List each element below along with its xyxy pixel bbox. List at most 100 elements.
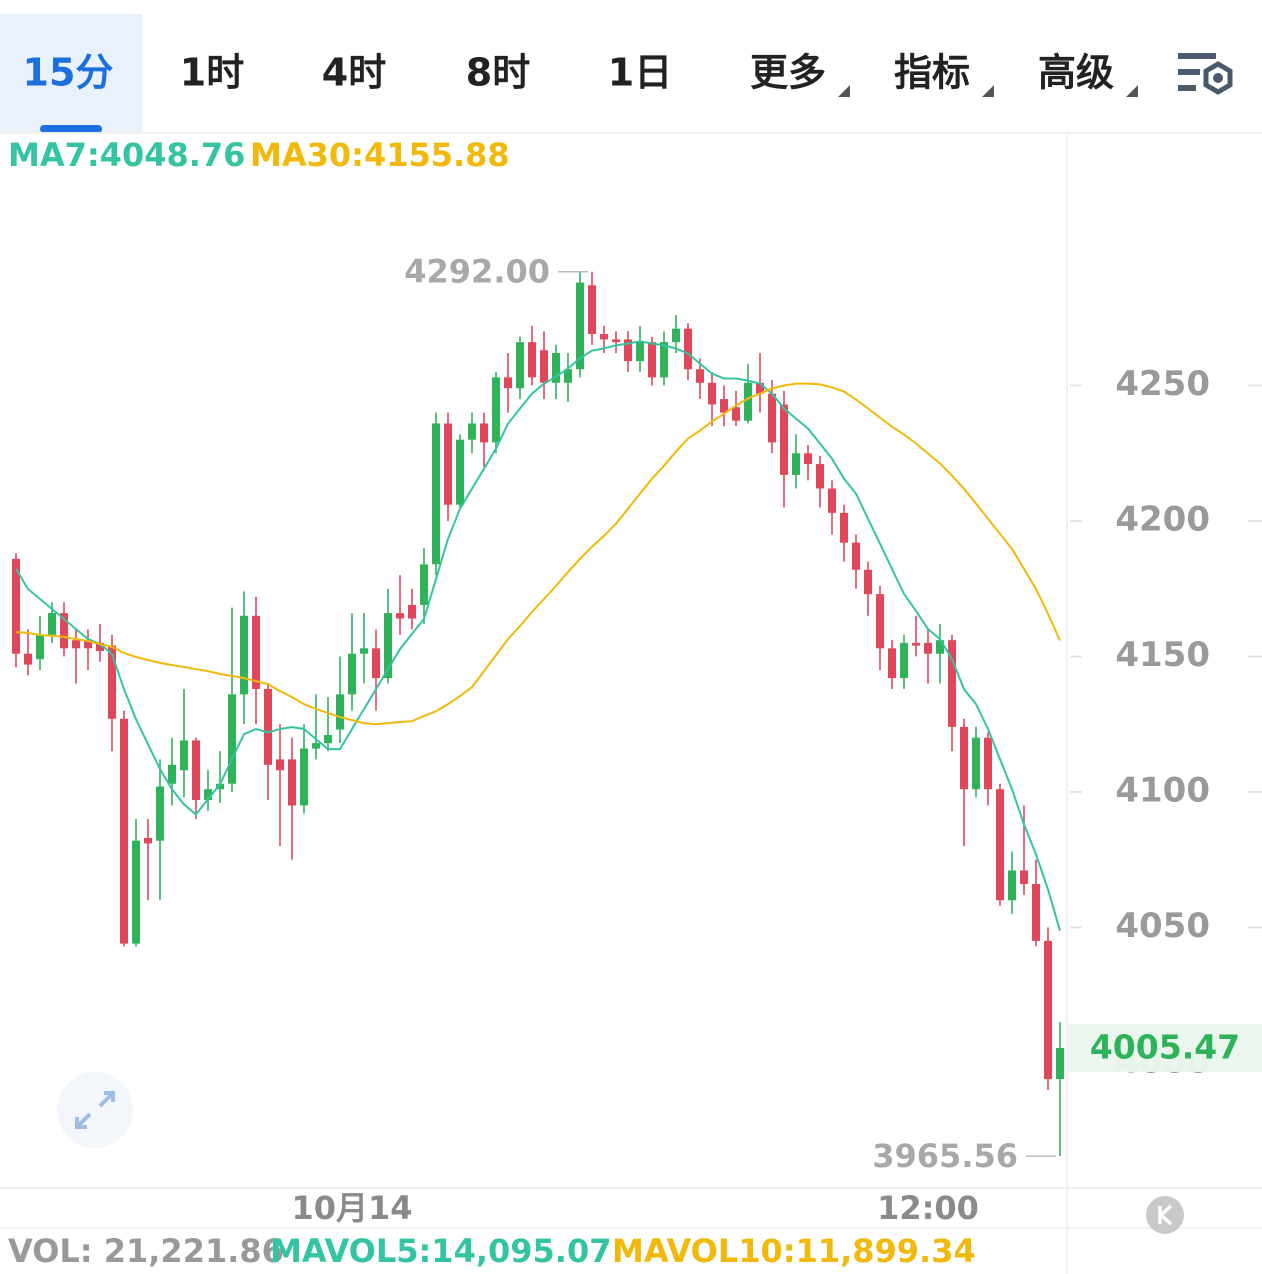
x-tick-label: 12:00 [877, 1189, 979, 1227]
candle-body [780, 404, 788, 475]
y-tick-label: 4050 [1115, 906, 1210, 946]
dropdown-arrow [1126, 85, 1138, 97]
candle-body [432, 423, 440, 565]
k-button[interactable] [1146, 1196, 1184, 1234]
candle-body [816, 464, 824, 489]
candle-body [912, 642, 920, 646]
candle-body [372, 648, 380, 679]
tab[interactable]: 4时 [322, 51, 386, 95]
last-price-label: 4005.47 [1090, 1028, 1240, 1067]
high-marker-label: 4292.00 [404, 253, 550, 291]
candle-body [240, 615, 248, 695]
candle-body [648, 342, 656, 378]
candle-body [792, 453, 800, 475]
candle-body [756, 382, 764, 394]
tab[interactable]: 15分 [23, 51, 114, 95]
candle-body [696, 369, 704, 383]
dropdown-arrow [982, 85, 994, 97]
ma-line [15, 340, 1061, 931]
candle-body [1020, 870, 1028, 885]
candle-body [1008, 870, 1016, 901]
low-marker-label: 3965.56 [872, 1137, 1018, 1175]
candle-body [600, 334, 608, 340]
candle-body [396, 613, 404, 619]
settings-icon[interactable] [1178, 53, 1233, 95]
candle-body [144, 837, 152, 844]
candle-body [984, 737, 992, 790]
candle-body [936, 640, 944, 654]
candle-body [348, 653, 356, 695]
candle-body [12, 558, 20, 654]
candle-body [924, 642, 932, 654]
candle-body [288, 759, 296, 806]
candle-body [972, 737, 980, 790]
candle-body [540, 350, 548, 383]
candle-body [264, 688, 272, 765]
candle-body [312, 743, 320, 749]
candle-body [420, 564, 428, 605]
candle-body [492, 377, 500, 443]
vol-label: VOL: 21,221.86 [8, 1232, 284, 1270]
candle-body [1032, 884, 1040, 941]
candle-body [444, 423, 452, 505]
candle-body [84, 640, 92, 649]
tab[interactable]: 1日 [608, 51, 672, 95]
mavol10-label: MAVOL10:11,899.34 [612, 1232, 976, 1270]
candle-body [684, 328, 692, 370]
candle-body [996, 789, 1004, 901]
candle-body [876, 594, 884, 649]
last-price-badge [1068, 1024, 1262, 1073]
candle-body [672, 328, 680, 343]
candle-body [576, 282, 584, 370]
x-tick-label: 10月14 [291, 1189, 412, 1227]
candle-body [228, 694, 236, 784]
candle-body [192, 740, 200, 801]
candle-body [564, 369, 572, 383]
ma-line [15, 382, 1061, 726]
candle-body [336, 694, 344, 730]
candle-body [36, 634, 44, 660]
tab[interactable]: 指标 [894, 51, 970, 95]
candle-body [660, 342, 668, 378]
tab[interactable]: 8时 [466, 51, 530, 95]
candle-body [804, 453, 812, 465]
candle-body [24, 653, 32, 665]
y-tick-label: 4150 [1115, 635, 1210, 675]
candle-body [60, 613, 68, 649]
candle-body [516, 342, 524, 389]
candle-body [840, 512, 848, 543]
candle-body [456, 439, 464, 505]
dropdown-arrow [838, 85, 850, 97]
y-tick-label: 4250 [1115, 364, 1210, 404]
candle-body [864, 569, 872, 595]
candle-body [852, 542, 860, 570]
candle-body [504, 377, 512, 389]
candle-body [480, 423, 488, 443]
candle-body [276, 759, 284, 771]
tab[interactable]: 更多 [750, 51, 826, 95]
candle-body [384, 613, 392, 679]
tab[interactable]: 高级 [1038, 51, 1114, 95]
candle-body [216, 783, 224, 790]
candle-body [132, 840, 140, 944]
candle-body [720, 399, 728, 413]
candle-body [360, 648, 368, 654]
candle-body [204, 789, 212, 801]
candle-body [168, 764, 176, 784]
candle-body [948, 640, 956, 727]
candle-body [768, 393, 776, 443]
candle-body [828, 488, 836, 513]
active-tab-indicator [40, 125, 102, 133]
mavol5-label: MAVOL5:14,095.07 [270, 1232, 611, 1270]
candle-body [708, 382, 716, 405]
candle-body [624, 339, 632, 362]
candle-body [1056, 1048, 1064, 1080]
candle-body [960, 726, 968, 790]
tab[interactable]: 1时 [180, 51, 244, 95]
candle-body [72, 640, 80, 649]
candle-body [588, 285, 596, 335]
candle-body [636, 342, 644, 362]
candle-body [324, 735, 332, 744]
expand-button[interactable] [57, 1072, 133, 1148]
candle-body [108, 645, 116, 719]
